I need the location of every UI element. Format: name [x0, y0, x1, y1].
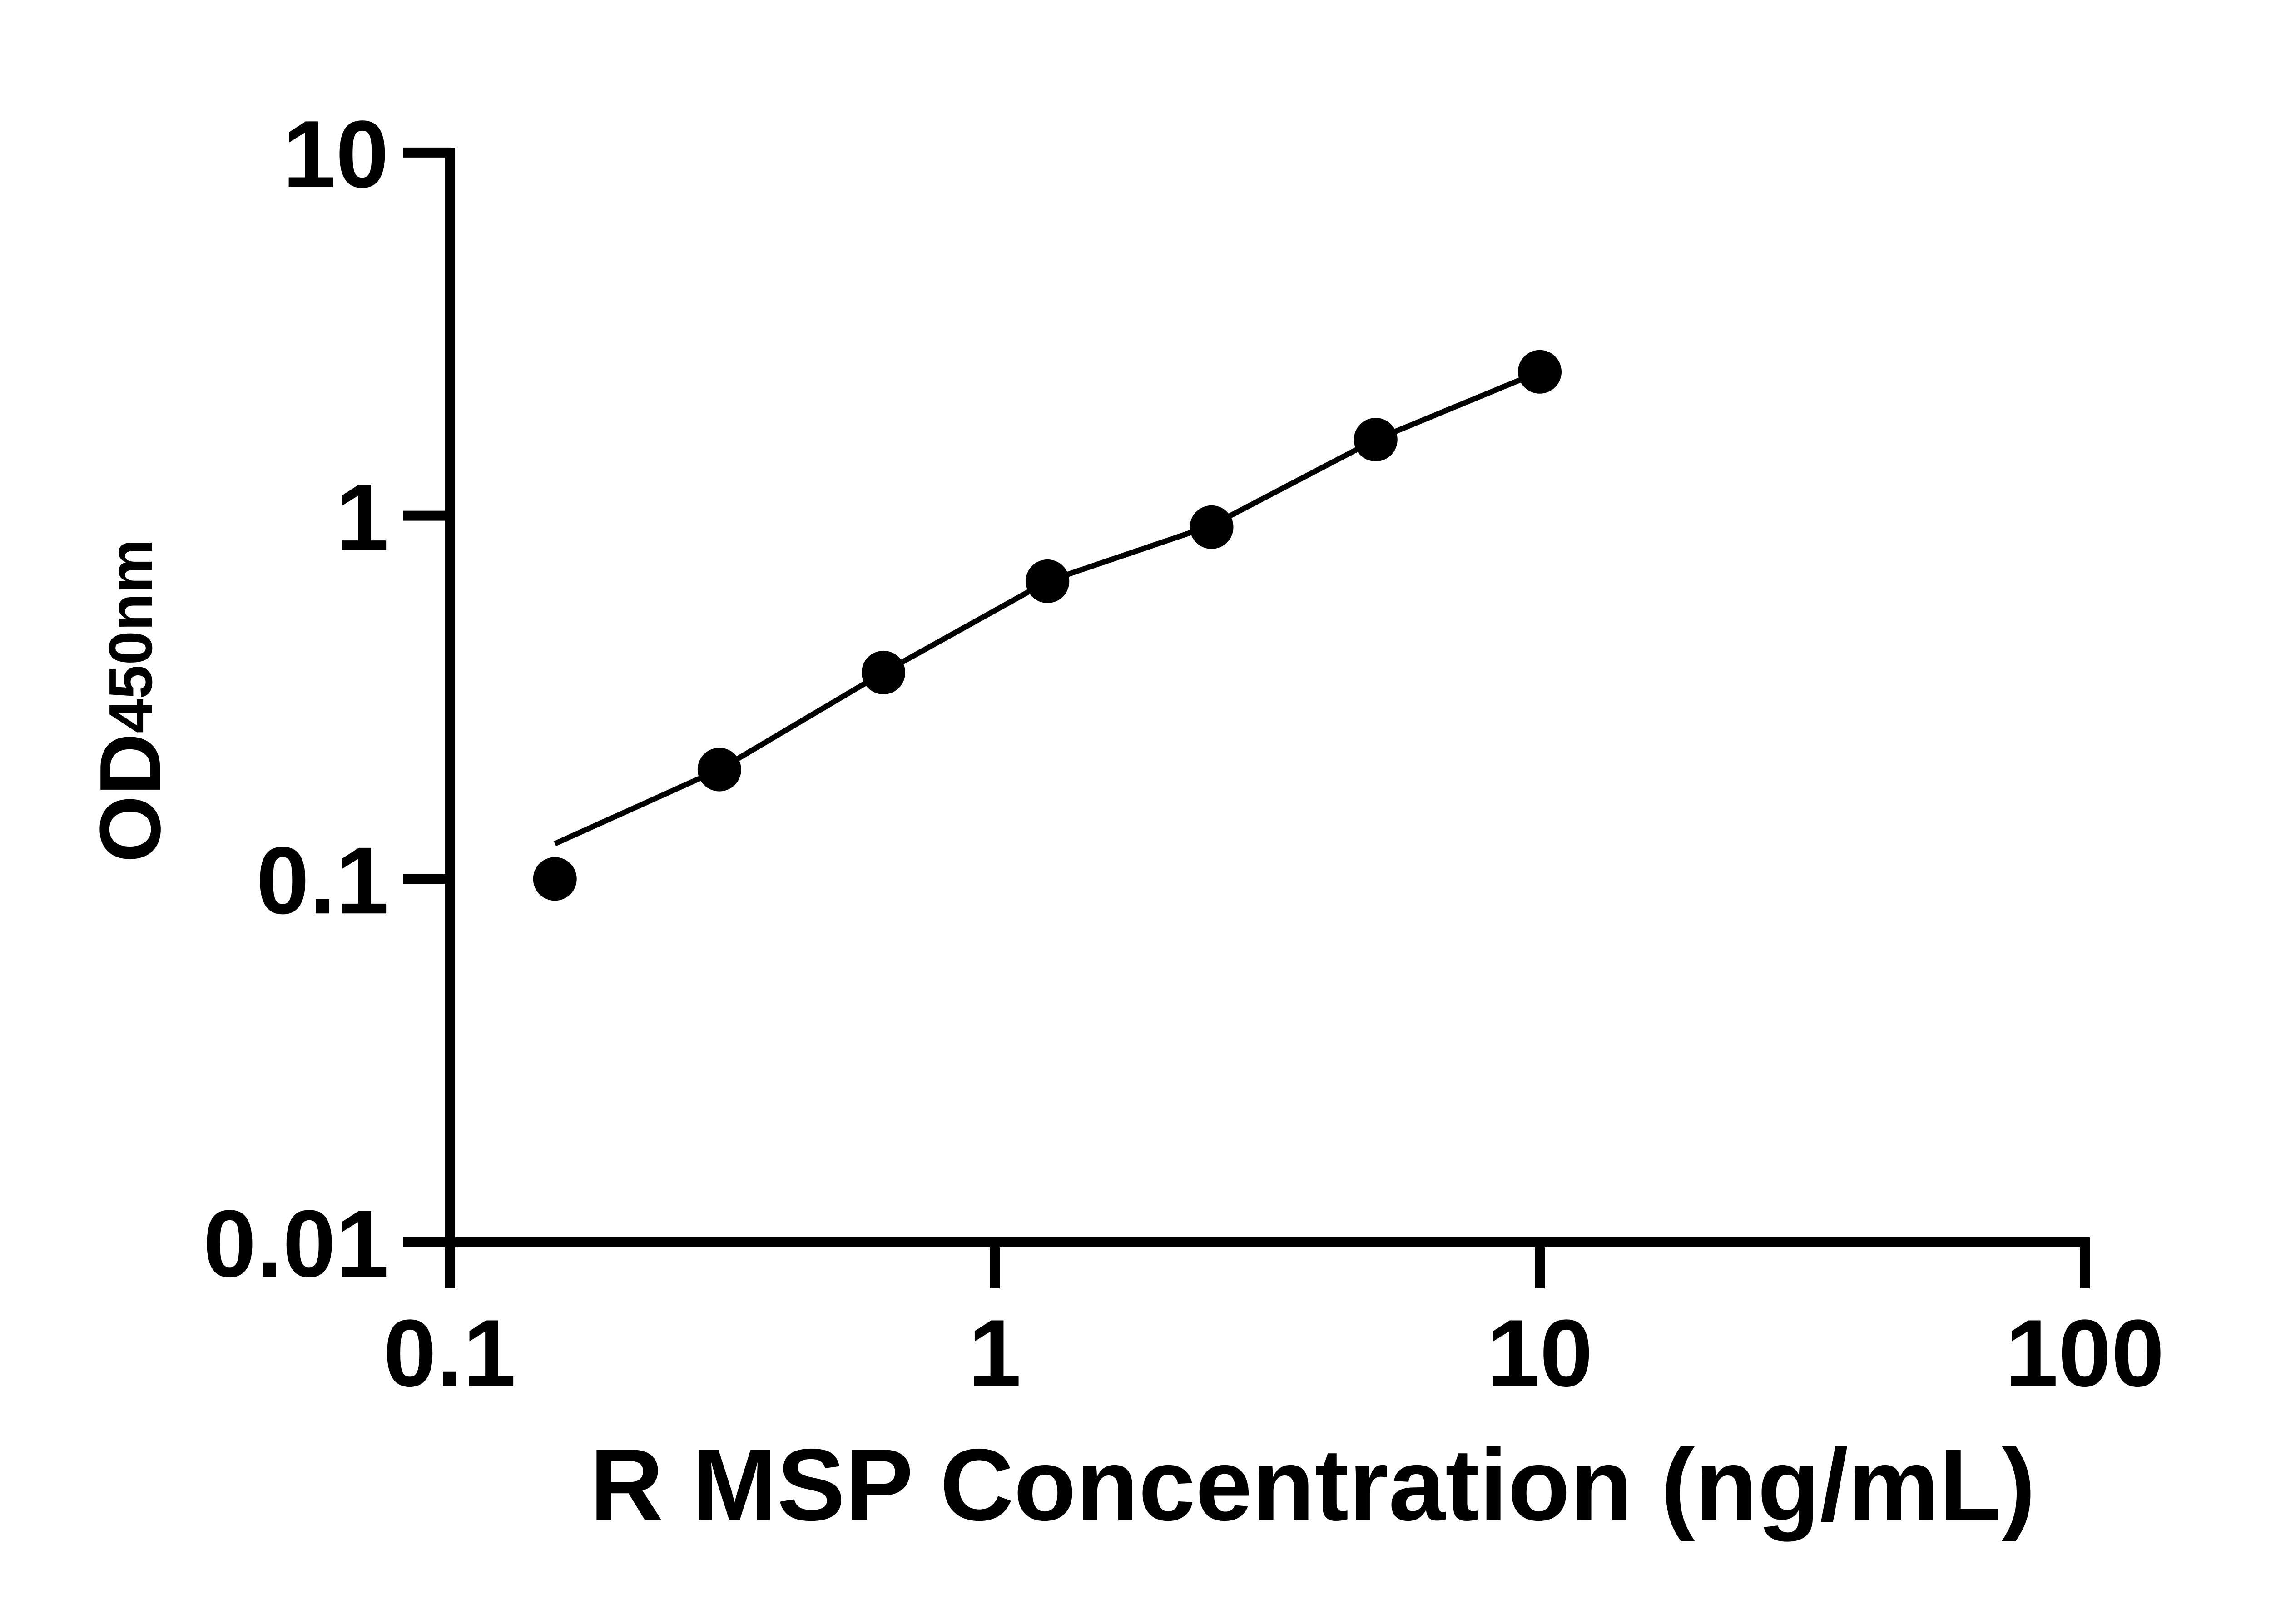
data-point	[1354, 418, 1398, 462]
y-axis-title: OD 450nm	[62, 428, 198, 973]
data-point	[533, 857, 577, 901]
data-point	[1190, 505, 1234, 549]
x-axis-tick-label: 1	[968, 1300, 1021, 1406]
x-axis-tick-label: 0.1	[383, 1300, 516, 1406]
y-axis-tick-label: 0.1	[256, 827, 389, 934]
x-axis-tick-label: 10	[1487, 1300, 1593, 1406]
x-axis-title: R MSP Concentration (ng/mL)	[590, 1427, 2036, 1542]
data-point	[862, 650, 906, 694]
x-axis-tick-label: 100	[2005, 1300, 2164, 1406]
data-point	[697, 748, 741, 792]
y-axis-tick-label: 0.01	[203, 1190, 389, 1297]
y-axis-title-subscript: 450nm	[96, 539, 165, 733]
data-point	[1026, 559, 1070, 603]
y-axis-title-main: OD	[82, 733, 179, 863]
data-point	[1518, 350, 1562, 394]
y-axis-tick-label: 1	[336, 464, 389, 571]
y-axis-tick-label: 10	[283, 101, 389, 208]
